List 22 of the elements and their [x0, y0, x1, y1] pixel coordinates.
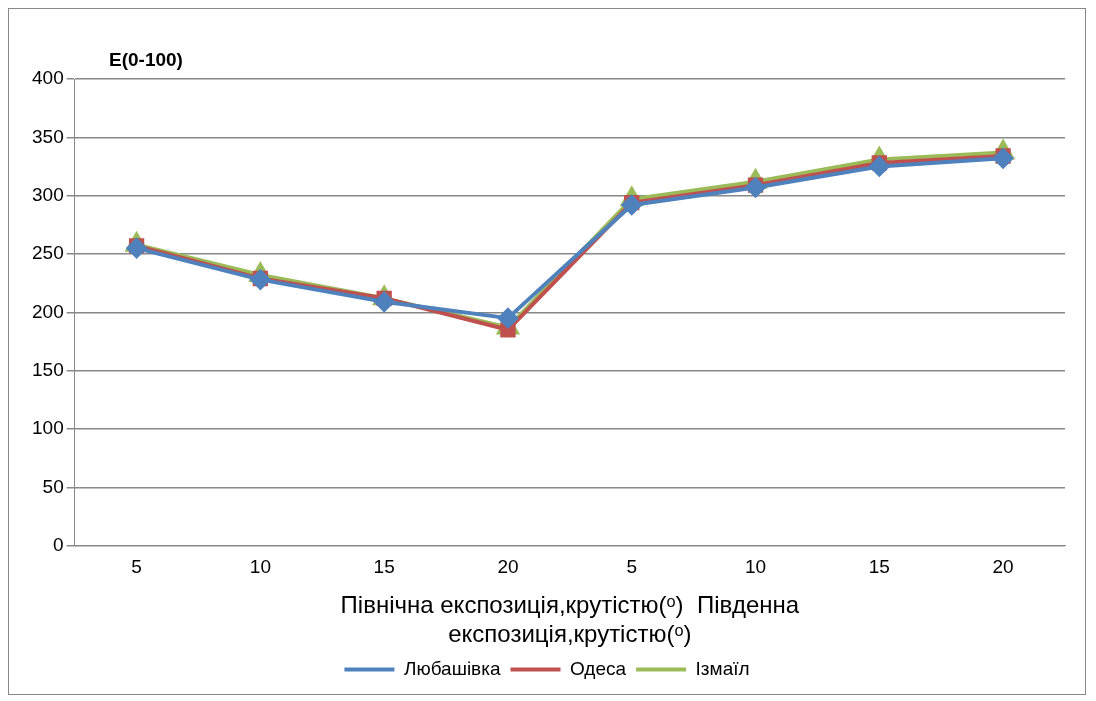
x-tick-label: 15 [373, 556, 395, 578]
x-tick-label: 10 [249, 556, 271, 578]
x-tick-label: 15 [868, 556, 890, 578]
x-tick-label: 20 [497, 556, 519, 578]
x-tick-label: 5 [131, 556, 142, 578]
x-axis-title: Північна експозиція,крутістю(ᵒ) Південна експозиція,крутістю(ᵒ) [340, 591, 800, 648]
y-tick-label: 200 [32, 300, 64, 322]
legend-label: Одеса [570, 657, 627, 679]
y-tick-label: 300 [32, 183, 64, 205]
y-tick-label: 150 [32, 358, 64, 380]
y-axis-title: E(0-100) [109, 49, 183, 71]
y-tick-label: 0 [53, 533, 64, 555]
x-tick-label: 5 [626, 556, 638, 578]
y-tick-label: 350 [32, 125, 64, 147]
y-tick-label: 50 [42, 475, 64, 497]
x-tick-label: 10 [744, 556, 767, 578]
x-tick-label: 20 [992, 556, 1014, 578]
legend-label: Любашівка [403, 657, 501, 679]
y-tick-label: 250 [32, 242, 64, 264]
y-tick-label: 400 [32, 67, 64, 89]
y-tick-label: 100 [32, 417, 64, 439]
legend-label: Ізмаїл [695, 657, 750, 679]
